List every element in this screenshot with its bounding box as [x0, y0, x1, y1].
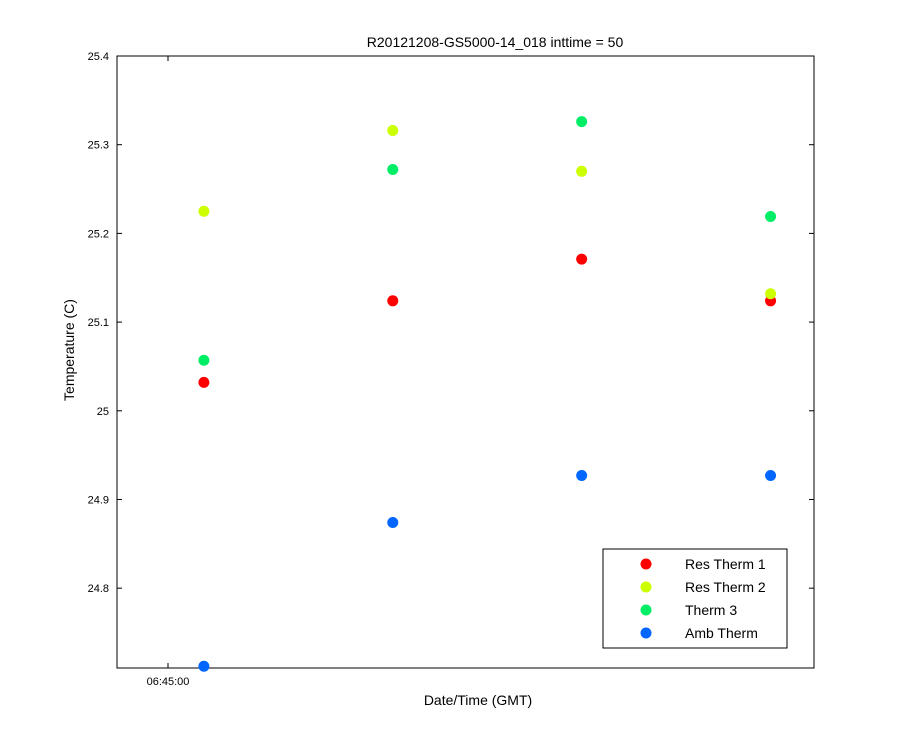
- data-point: [765, 288, 777, 300]
- data-point: [198, 205, 210, 217]
- series-res-therm-2: [198, 125, 777, 300]
- legend-label: Amb Therm: [685, 625, 758, 641]
- data-point: [576, 165, 588, 177]
- series-therm-3: [198, 116, 777, 366]
- data-point: [576, 116, 588, 128]
- y-tick-label: 25.4: [88, 51, 109, 63]
- y-tick-label: 25.1: [88, 317, 109, 329]
- y-tick-label: 24.8: [88, 583, 109, 595]
- data-point: [198, 376, 210, 388]
- y-axis: 24.8 24.9 25 25.1 25.2 25.3 25.4: [88, 51, 814, 595]
- chart-title: R20121208-GS5000-14_018 inttime = 50: [367, 34, 624, 50]
- data-point: [576, 253, 588, 265]
- data-point: [387, 164, 399, 176]
- y-tick-label: 24.9: [88, 494, 109, 506]
- y-tick-label: 25: [97, 406, 109, 418]
- legend-label: Res Therm 1: [685, 556, 766, 572]
- y-axis-label: Temperature (C): [61, 299, 77, 401]
- x-axis-label: Date/Time (GMT): [424, 692, 532, 708]
- legend-label: Therm 3: [685, 602, 737, 618]
- legend-marker: [640, 627, 652, 639]
- data-point: [198, 354, 210, 366]
- y-tick-label: 25.3: [88, 140, 109, 152]
- x-tick-label: 06:45:00: [147, 676, 190, 688]
- legend-marker: [640, 581, 652, 593]
- legend-label: Res Therm 2: [685, 579, 766, 595]
- data-point: [765, 211, 777, 223]
- data-point: [576, 470, 588, 482]
- x-axis: 06:45:00: [147, 56, 190, 688]
- series-res-therm-1: [198, 253, 777, 388]
- data-point: [387, 295, 399, 307]
- legend: Res Therm 1 Res Therm 2 Therm 3 Amb Therm: [602, 548, 788, 649]
- y-tick-label: 25.2: [88, 228, 109, 240]
- data-point: [198, 660, 210, 672]
- legend-marker: [640, 604, 652, 616]
- plot-area: [116, 55, 815, 669]
- legend-marker: [640, 558, 652, 570]
- legend-box: [602, 548, 788, 649]
- series-amb-therm: [198, 470, 777, 672]
- data-point: [387, 517, 399, 529]
- data-point: [765, 470, 777, 482]
- data-point: [387, 125, 399, 137]
- data-points: [198, 116, 777, 672]
